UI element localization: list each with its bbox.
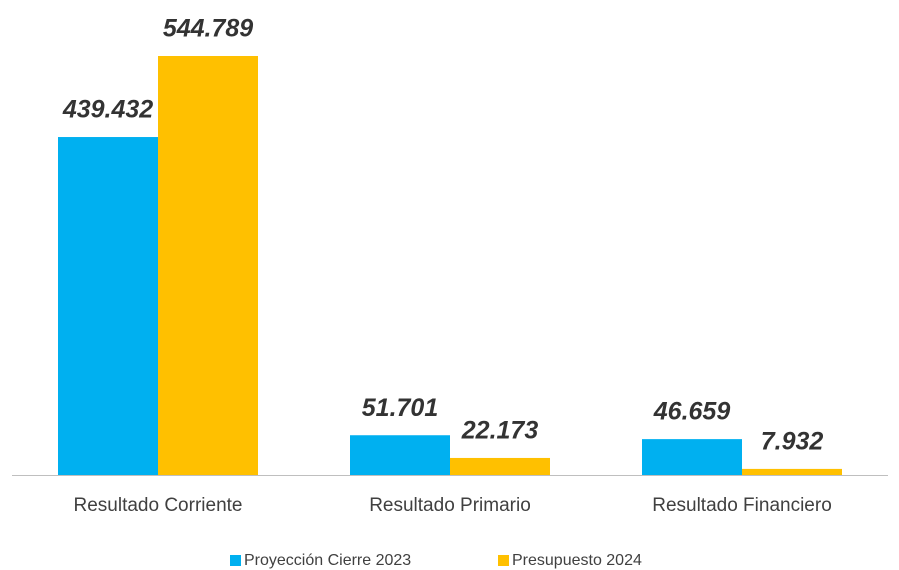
x-tick-label: Resultado Corriente: [74, 495, 243, 516]
bar: [450, 457, 550, 475]
bar: [158, 56, 258, 475]
x-tick-label: Resultado Primario: [369, 495, 531, 516]
value-label: 544.789: [163, 15, 253, 43]
legend-label: Presupuesto 2024: [512, 552, 642, 569]
bar: [58, 137, 158, 475]
x-tick-label: Resultado Financiero: [652, 495, 832, 516]
bar: [642, 439, 742, 475]
bar: [742, 468, 842, 475]
legend-swatch: [498, 555, 509, 566]
value-label: 7.932: [761, 428, 824, 456]
value-label: 46.659: [653, 398, 731, 426]
legend-swatch: [230, 555, 241, 566]
value-label: 51.701: [362, 394, 438, 422]
bar: [350, 435, 450, 475]
legend-label: Proyección Cierre 2023: [244, 552, 411, 569]
value-label: 439.432: [62, 96, 153, 124]
value-label: 22.173: [461, 417, 539, 445]
